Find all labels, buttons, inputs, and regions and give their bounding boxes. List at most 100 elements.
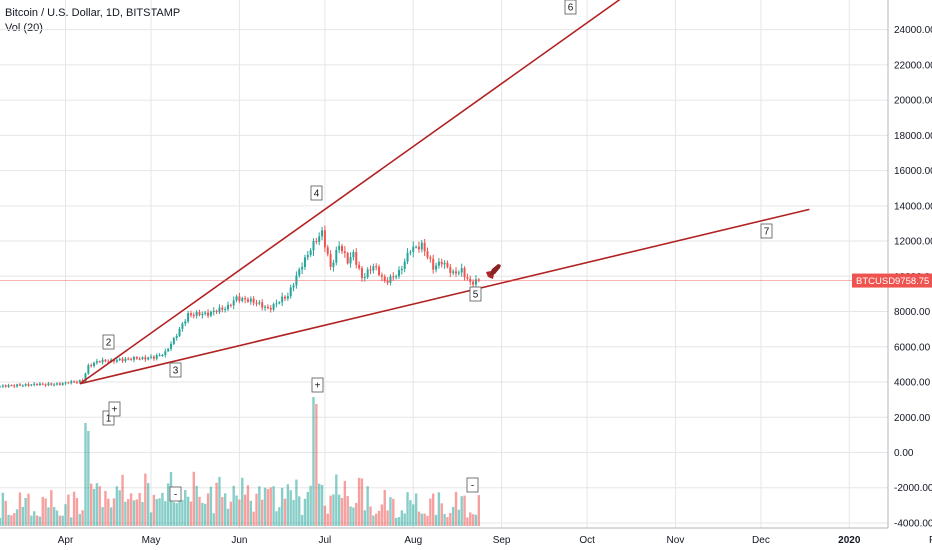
candle-body	[0, 386, 1, 388]
trendlines[interactable]	[79, 0, 810, 385]
x-tick-label: Nov	[667, 535, 685, 546]
annotation-label[interactable]: -	[169, 486, 182, 502]
candle-body	[349, 257, 352, 264]
candle-body	[147, 357, 150, 360]
volume-bar	[226, 508, 230, 526]
y-tick-label: 22000.00	[894, 60, 932, 71]
volume-bar	[392, 498, 395, 526]
volume-bar	[400, 510, 404, 526]
volume-bar	[315, 404, 318, 526]
candles	[0, 225, 480, 389]
annotations[interactable]: 1 2 3 4 5 6 7 + + - -	[102, 0, 773, 502]
x-tick-label: Oct	[579, 535, 595, 546]
volume-bar	[443, 513, 446, 526]
candle-body	[343, 251, 346, 253]
candle-body	[380, 275, 383, 277]
volume-bar	[98, 486, 101, 526]
time-axis[interactable]	[0, 527, 932, 550]
candle-body	[346, 252, 349, 264]
candle-body	[440, 261, 443, 265]
annotation-label[interactable]: 4	[310, 185, 323, 201]
candle-body	[53, 384, 56, 386]
volume-bar	[389, 497, 392, 526]
volume-bar	[423, 513, 426, 526]
candle-body	[420, 242, 423, 250]
annotation-label[interactable]: +	[108, 401, 121, 417]
volume-bar	[90, 483, 93, 526]
volume-bar	[372, 515, 375, 526]
y-tick-label: 12000.00	[894, 237, 932, 248]
volume-bar	[204, 503, 207, 526]
volume-bar	[18, 492, 22, 526]
volume-bar	[1, 492, 5, 526]
y-tick-label: 8000.00	[894, 307, 931, 318]
candle-body	[1, 385, 4, 387]
volume-bar	[10, 515, 13, 526]
candle-body	[232, 300, 235, 306]
candle-body	[269, 307, 272, 310]
annotation-label[interactable]: 5	[469, 286, 482, 302]
volume-bar	[241, 477, 244, 526]
candle-body	[192, 315, 195, 317]
candle-body	[36, 383, 39, 386]
candle-body	[281, 296, 284, 303]
candle-body	[378, 266, 381, 276]
candle-body	[255, 302, 258, 304]
annotation-label[interactable]: 1	[102, 410, 115, 426]
volume-bar	[64, 504, 67, 526]
x-tick-label: Sep	[493, 535, 511, 546]
annotation-label[interactable]: -	[466, 477, 479, 493]
candle-body	[130, 358, 133, 360]
volume-bar	[375, 513, 378, 526]
annotation-label[interactable]: 6	[564, 0, 577, 15]
candle-body	[303, 257, 306, 267]
volume-bar	[15, 509, 19, 526]
volume-bar	[33, 511, 36, 526]
volume-bar	[366, 486, 369, 526]
candle-body	[252, 298, 255, 303]
volume-bar	[349, 506, 352, 526]
annotation-label[interactable]: +	[311, 377, 324, 393]
candle-body	[315, 240, 318, 242]
candle-body	[64, 382, 67, 384]
annotation-text: +	[315, 381, 321, 392]
volume-bar	[84, 423, 87, 526]
volume-bar	[147, 483, 150, 526]
volume-bar	[13, 513, 16, 526]
volume-indicator-label[interactable]: Vol (20)	[5, 22, 43, 34]
volume-bar	[283, 498, 287, 526]
volume-bar	[357, 477, 361, 526]
candle-body	[443, 262, 446, 265]
annotation-label[interactable]: 2	[102, 334, 115, 350]
trendline-1[interactable]	[79, 0, 627, 385]
volume-bar	[412, 504, 415, 526]
volume-bar	[218, 476, 221, 526]
candle-body	[212, 310, 215, 312]
x-tick-label: Jun	[231, 535, 247, 546]
volume-bar	[112, 498, 116, 526]
volume-bar	[266, 489, 270, 526]
annotation-label[interactable]: 3	[169, 362, 182, 378]
volume-bar	[129, 493, 133, 526]
volume-bar	[124, 501, 127, 526]
candle-body	[383, 276, 386, 281]
annotation-label[interactable]: 7	[760, 223, 773, 239]
candle-body	[93, 362, 96, 367]
trendline-2[interactable]	[79, 208, 810, 385]
chart-grid	[0, 0, 888, 528]
volume-bar	[292, 500, 295, 526]
candle-body	[189, 313, 192, 316]
volume-bar	[289, 490, 292, 526]
x-tick-label: Aug	[404, 535, 422, 546]
volume-bar	[446, 517, 449, 526]
volume-bar	[4, 500, 7, 526]
volume-bar	[249, 500, 252, 526]
volume-bar	[21, 506, 24, 526]
candle-body	[56, 383, 58, 385]
volume-bar	[246, 485, 250, 526]
candle-body	[184, 321, 187, 324]
volume-bar	[172, 502, 176, 526]
volume-bar	[164, 501, 167, 526]
volume-bar	[474, 514, 478, 526]
